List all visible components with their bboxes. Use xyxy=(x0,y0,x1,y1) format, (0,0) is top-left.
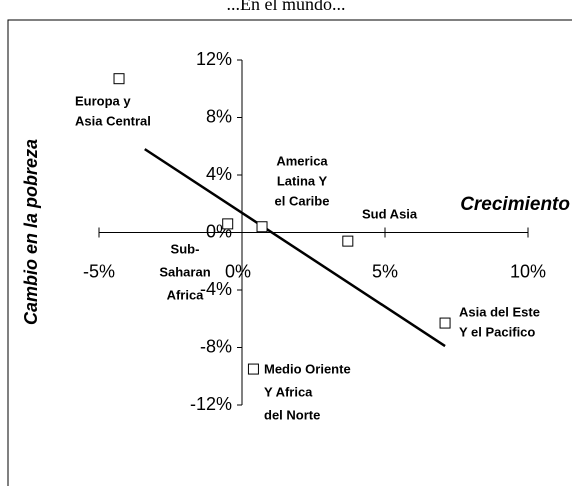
y-tick-label: 12% xyxy=(196,49,232,69)
y-axis-label: Cambio en la pobreza xyxy=(21,139,41,325)
point-label: Sud Asia xyxy=(362,206,418,221)
x-tick-label: 10% xyxy=(510,261,546,281)
chart-title: ...En el mundo... xyxy=(227,0,346,14)
y-tick-label: 4% xyxy=(206,164,232,184)
point xyxy=(439,317,451,329)
point-label: America xyxy=(276,153,328,168)
chart-frame xyxy=(7,19,572,486)
x-tick-label: 5% xyxy=(372,261,398,281)
point-label: Y Africa xyxy=(264,384,313,399)
point xyxy=(256,221,268,233)
y-tick-label: -4% xyxy=(200,279,232,299)
point-label: Y el Pacifico xyxy=(459,324,535,339)
point xyxy=(247,363,259,375)
x-tick-label: 0% xyxy=(225,261,251,281)
point xyxy=(222,218,234,230)
point-label: Saharan xyxy=(159,264,210,279)
x-tick-label: -5% xyxy=(83,261,115,281)
y-tick-label: -8% xyxy=(200,336,232,356)
point-label: Asia del Este xyxy=(459,304,540,319)
point xyxy=(113,73,125,85)
point-label: Sub- xyxy=(171,241,200,256)
point xyxy=(342,235,354,247)
point-label: Latina Y xyxy=(277,173,328,188)
point-label: Asia Central xyxy=(75,113,151,128)
point-label: Europa y xyxy=(75,93,131,108)
x-axis-label: Crecimiento xyxy=(460,194,570,215)
y-tick-label: 8% xyxy=(206,106,232,126)
point-label: el Caribe xyxy=(275,193,330,208)
y-tick-label: -12% xyxy=(190,394,232,414)
point-label: Africa xyxy=(167,287,205,302)
point-label: Medio Oriente xyxy=(264,361,351,376)
trend-line xyxy=(144,148,446,348)
point-label: del Norte xyxy=(264,407,320,422)
